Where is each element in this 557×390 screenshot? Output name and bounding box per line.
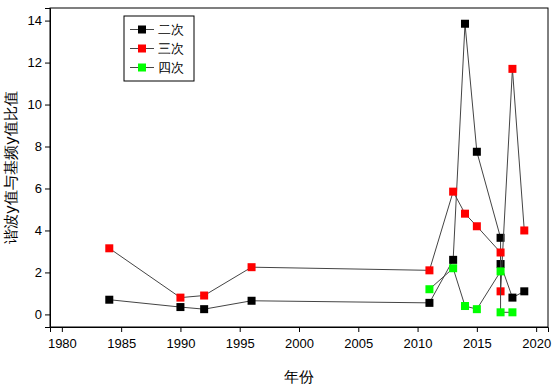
data-point <box>248 263 256 271</box>
legend-label: 三次 <box>158 41 184 56</box>
x-tick: 2005 <box>344 327 373 351</box>
y-tick-mark <box>45 105 50 106</box>
y-tick-mark <box>45 147 50 148</box>
x-tick-label: 2000 <box>285 336 314 351</box>
y-tick-mark <box>45 188 50 189</box>
y-tick-mark <box>45 63 50 64</box>
x-tick-label: 1985 <box>107 336 136 351</box>
y-tick-label: 8 <box>35 139 42 154</box>
data-point <box>473 222 481 230</box>
x-tick-mark <box>358 327 359 332</box>
data-point <box>508 294 516 302</box>
data-point <box>449 256 457 264</box>
data-point <box>461 302 469 310</box>
x-tick-mark <box>62 327 63 332</box>
y-tick: 4 <box>35 223 50 238</box>
x-tick: 1980 <box>48 327 77 351</box>
data-point <box>425 299 433 307</box>
x-tick-label: 1990 <box>166 336 195 351</box>
x-tick-mark <box>299 327 300 332</box>
x-tick-mark <box>418 327 419 332</box>
x-tick-mark <box>240 327 241 332</box>
x-tick: 1990 <box>166 327 195 351</box>
y-tick: 0 <box>35 307 50 322</box>
y-tick-mark <box>45 314 50 315</box>
y-tick-label: 14 <box>28 13 42 28</box>
x-tick: 1985 <box>107 327 136 351</box>
data-point <box>520 287 528 295</box>
data-point <box>449 264 457 272</box>
x-tick-label: 1980 <box>48 336 77 351</box>
legend-box <box>124 16 194 81</box>
data-point <box>497 248 505 256</box>
x-tick: 2015 <box>463 327 492 351</box>
x-tick: 2010 <box>404 327 433 351</box>
legend-marker <box>138 26 146 34</box>
data-point <box>508 65 516 73</box>
y-tick-label: 6 <box>35 181 42 196</box>
y-tick: 14 <box>28 13 50 28</box>
data-point <box>425 266 433 274</box>
data-point <box>176 303 184 311</box>
y-tick-mark <box>45 230 50 231</box>
series-line <box>109 24 524 309</box>
data-point <box>105 244 113 252</box>
y-tick-mark <box>45 272 50 273</box>
x-tick-label: 2005 <box>344 336 373 351</box>
data-point <box>461 210 469 218</box>
data-point <box>473 305 481 313</box>
data-point <box>497 267 505 275</box>
data-point <box>497 308 505 316</box>
data-point <box>461 20 469 28</box>
legend-marker <box>138 64 146 72</box>
y-tick-mark <box>45 21 50 22</box>
x-tick-label: 1995 <box>226 336 255 351</box>
x-tick-label: 2020 <box>522 336 551 351</box>
y-tick-label: 2 <box>35 265 42 280</box>
y-tick-label: 0 <box>35 307 42 322</box>
legend: 二次三次四次 <box>124 16 194 81</box>
y-tick-label: 10 <box>28 97 42 112</box>
x-tick: 2020 <box>522 327 551 351</box>
y-axis-line <box>45 9 51 328</box>
legend-label: 四次 <box>158 60 184 75</box>
series-line <box>109 69 524 298</box>
x-axis-line <box>51 328 549 333</box>
plot-area <box>105 20 528 317</box>
series-line <box>429 268 512 312</box>
x-tick-mark <box>121 327 122 332</box>
data-point <box>248 297 256 305</box>
y-tick: 12 <box>28 55 50 70</box>
data-point <box>200 292 208 300</box>
y-tick: 6 <box>35 181 50 196</box>
data-point <box>176 294 184 302</box>
y-tick: 10 <box>28 97 50 112</box>
x-tick: 1995 <box>226 327 255 351</box>
data-point <box>520 226 528 234</box>
x-axis: 1980 1985 1990 1995 2000 2005 2010 2015 2020 <box>48 327 551 351</box>
x-tick-mark <box>477 327 478 332</box>
data-point <box>105 296 113 304</box>
chart: 1980 1985 1990 1995 2000 2005 2010 2015 2020 0 2 4 6… <box>0 0 557 390</box>
x-tick-mark <box>536 327 537 332</box>
y-tick: 8 <box>35 139 50 154</box>
data-point <box>425 285 433 293</box>
legend-label: 二次 <box>158 22 184 37</box>
x-axis-title: 年份 <box>284 368 314 386</box>
data-point <box>508 308 516 316</box>
y-tick-label: 4 <box>35 223 42 238</box>
y-tick-label: 12 <box>28 55 42 70</box>
y-axis: 0 2 4 6 8 10 12 14 <box>28 9 51 328</box>
plot-frame <box>50 8 548 327</box>
x-tick-label: 2010 <box>404 336 433 351</box>
legend-marker <box>138 45 146 53</box>
x-tick-label: 2015 <box>463 336 492 351</box>
x-tick: 2000 <box>285 327 314 351</box>
data-point <box>200 305 208 313</box>
data-point <box>473 148 481 156</box>
y-tick: 2 <box>35 265 50 280</box>
x-tick-mark <box>180 327 181 332</box>
data-point <box>449 188 457 196</box>
y-axis-title: 谐波y值与基频y值比值 <box>2 91 20 244</box>
